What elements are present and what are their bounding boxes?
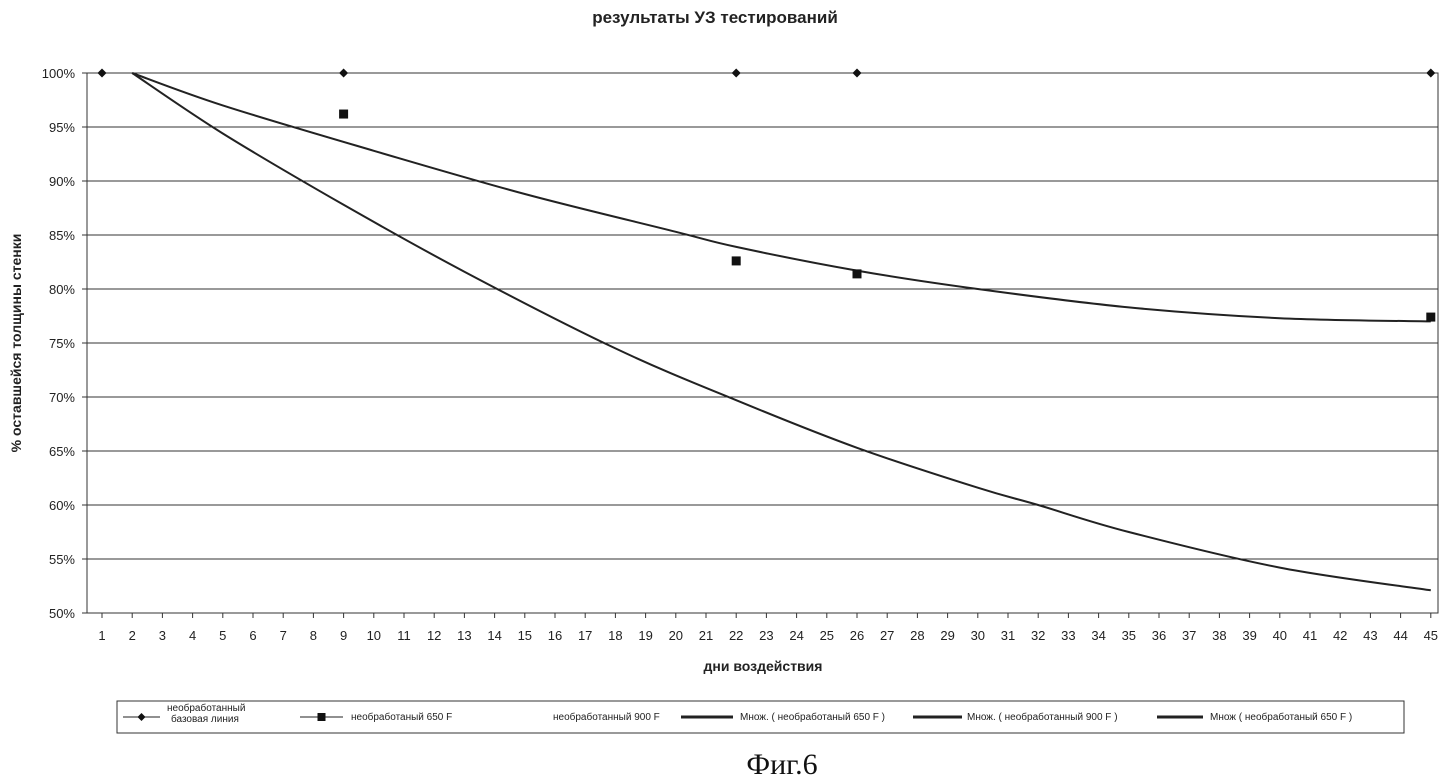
x-tick-label: 40 xyxy=(1273,628,1287,643)
grid-lines xyxy=(82,73,1438,613)
legend-label: Множ. ( необработанный 900 F ) xyxy=(967,711,1118,723)
x-tick-label: 3 xyxy=(159,628,166,643)
x-tick-label: 33 xyxy=(1061,628,1075,643)
x-tick-label: 19 xyxy=(638,628,652,643)
x-tick-label: 41 xyxy=(1303,628,1317,643)
y-tick-label: 85% xyxy=(49,228,75,243)
trend-lines xyxy=(132,73,1431,590)
x-tick-label: 24 xyxy=(789,628,803,643)
data-point-baseline xyxy=(853,69,862,78)
x-tick-label: 39 xyxy=(1242,628,1256,643)
legend-label: необработаный 650 F xyxy=(351,711,452,723)
x-tick-label: 14 xyxy=(487,628,501,643)
x-tick-label: 27 xyxy=(880,628,894,643)
x-tick-label: 30 xyxy=(971,628,985,643)
y-tick-label: 60% xyxy=(49,498,75,513)
x-tick-label: 21 xyxy=(699,628,713,643)
x-tick-label: 17 xyxy=(578,628,592,643)
x-tick-label: 4 xyxy=(189,628,196,643)
y-tick-label: 95% xyxy=(49,120,75,135)
y-tick-label: 70% xyxy=(49,390,75,405)
legend-label: Множ. ( необработаный 650 F ) xyxy=(740,711,885,723)
x-tick-labels: 1234567891011121314151617181920212223242… xyxy=(98,613,1438,643)
x-tick-label: 45 xyxy=(1424,628,1438,643)
trend-line-4 xyxy=(132,73,1431,590)
x-tick-label: 31 xyxy=(1001,628,1015,643)
y-tick-label: 100% xyxy=(42,66,76,81)
trend-line-3 xyxy=(132,73,1431,321)
x-tick-label: 35 xyxy=(1122,628,1136,643)
x-tick-label: 29 xyxy=(940,628,954,643)
data-point-baseline xyxy=(1426,69,1435,78)
x-axis-label: дни воздействия xyxy=(704,658,823,674)
y-tick-label: 55% xyxy=(49,552,75,567)
data-point-baseline xyxy=(339,69,348,78)
chart-title: результаты УЗ тестирований xyxy=(592,8,838,27)
x-tick-label: 36 xyxy=(1152,628,1166,643)
data-point-650f xyxy=(732,256,741,265)
x-tick-label: 7 xyxy=(280,628,287,643)
x-tick-label: 18 xyxy=(608,628,622,643)
data-point-650f xyxy=(339,110,348,119)
x-tick-label: 5 xyxy=(219,628,226,643)
figure-caption: Фиг.6 xyxy=(746,748,817,781)
data-point-baseline xyxy=(98,69,107,78)
x-tick-label: 6 xyxy=(249,628,256,643)
y-tick-label: 65% xyxy=(49,444,75,459)
y-tick-labels: 100% 95% 90% 85% 80% 75% 70% 65% 60% 55% 50% xyxy=(42,66,76,621)
x-tick-label: 1 xyxy=(98,628,105,643)
legend-marker-square xyxy=(318,713,326,721)
y-tick-label: 90% xyxy=(49,174,75,189)
x-tick-label: 11 xyxy=(397,628,411,643)
x-tick-label: 26 xyxy=(850,628,864,643)
legend-label: необработанный 900 F xyxy=(553,711,660,723)
x-tick-label: 2 xyxy=(129,628,136,643)
x-tick-label: 10 xyxy=(367,628,381,643)
x-tick-label: 8 xyxy=(310,628,317,643)
x-tick-label: 20 xyxy=(669,628,683,643)
data-point-650f xyxy=(853,269,862,278)
legend-label: базовая линия xyxy=(171,713,239,725)
x-tick-label: 42 xyxy=(1333,628,1347,643)
x-tick-label: 22 xyxy=(729,628,743,643)
legend: необработанныйбазовая линия необработаный… xyxy=(117,701,1404,733)
x-tick-label: 15 xyxy=(518,628,532,643)
y-tick-label: 75% xyxy=(49,336,75,351)
data-point-650f xyxy=(1426,313,1435,322)
y-tick-label: 50% xyxy=(49,606,75,621)
x-tick-label: 28 xyxy=(910,628,924,643)
y-tick-label: 80% xyxy=(49,282,75,297)
data-point-baseline xyxy=(732,69,741,78)
x-tick-label: 16 xyxy=(548,628,562,643)
x-tick-label: 43 xyxy=(1363,628,1377,643)
legend-label: необработанный xyxy=(167,702,245,714)
x-tick-label: 34 xyxy=(1091,628,1105,643)
x-tick-label: 32 xyxy=(1031,628,1045,643)
y-axis-label: % оставшейся толщины стенки xyxy=(8,234,24,453)
x-tick-label: 23 xyxy=(759,628,773,643)
x-tick-label: 9 xyxy=(340,628,347,643)
x-tick-label: 37 xyxy=(1182,628,1196,643)
x-tick-label: 13 xyxy=(457,628,471,643)
x-tick-label: 12 xyxy=(427,628,441,643)
x-tick-label: 44 xyxy=(1393,628,1407,643)
data-markers xyxy=(98,69,1436,322)
x-tick-label: 38 xyxy=(1212,628,1226,643)
x-tick-label: 25 xyxy=(820,628,834,643)
legend-label: Множ ( необработаный 650 F ) xyxy=(1210,711,1352,723)
